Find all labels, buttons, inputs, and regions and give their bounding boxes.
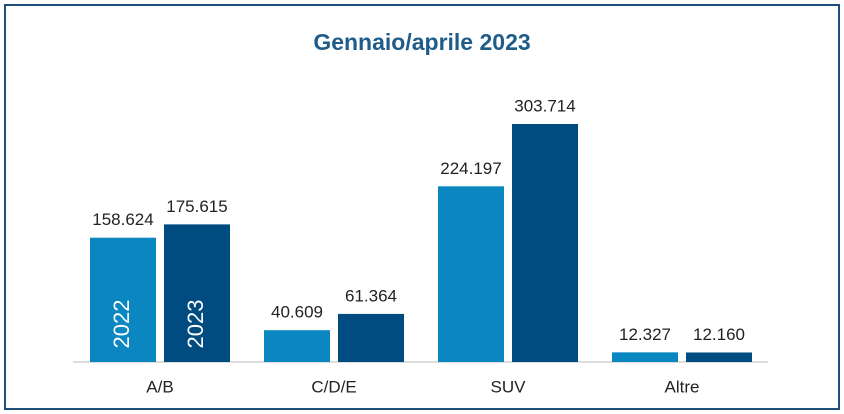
bar bbox=[438, 186, 504, 362]
x-tick-label: Altre bbox=[665, 377, 700, 396]
value-label: 303.714 bbox=[514, 96, 575, 115]
value-label: 61.364 bbox=[345, 286, 397, 305]
series-label: 2022 bbox=[109, 300, 134, 349]
x-tick-label: A/B bbox=[146, 377, 173, 396]
bar bbox=[90, 237, 156, 362]
value-label: 40.609 bbox=[271, 303, 323, 322]
value-label: 12.160 bbox=[693, 325, 745, 344]
x-tick-label: SUV bbox=[491, 377, 527, 396]
bar bbox=[164, 224, 230, 362]
x-tick-label: C/D/E bbox=[311, 377, 356, 396]
value-label: 12.327 bbox=[619, 325, 671, 344]
value-label: 158.624 bbox=[92, 210, 153, 229]
bar bbox=[264, 330, 330, 362]
bar bbox=[512, 124, 578, 362]
bar bbox=[338, 313, 404, 362]
chart-title: Gennaio/aprile 2023 bbox=[313, 29, 530, 55]
value-label: 175.615 bbox=[166, 197, 227, 216]
series-label: 2023 bbox=[183, 300, 208, 349]
bar bbox=[686, 352, 752, 362]
bar bbox=[612, 352, 678, 362]
value-label: 224.197 bbox=[440, 159, 501, 178]
